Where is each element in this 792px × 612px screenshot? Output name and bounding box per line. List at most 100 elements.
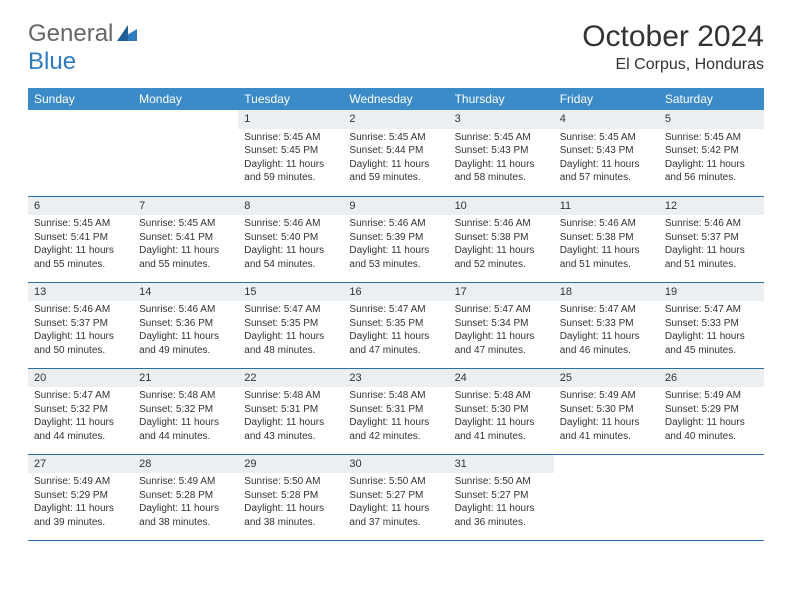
logo-text-general: General: [28, 20, 113, 47]
calendar-day-cell: 10Sunrise: 5:46 AMSunset: 5:38 PMDayligh…: [449, 196, 554, 282]
day-details: Sunrise: 5:49 AMSunset: 5:29 PMDaylight:…: [659, 387, 764, 447]
title-block: October 2024 El Corpus, Honduras: [582, 20, 764, 74]
day-details: Sunrise: 5:47 AMSunset: 5:32 PMDaylight:…: [28, 387, 133, 447]
calendar-day-cell: 17Sunrise: 5:47 AMSunset: 5:34 PMDayligh…: [449, 282, 554, 368]
day-number: 21: [133, 369, 238, 388]
calendar-day-cell: [659, 454, 764, 540]
weekday-header-row: SundayMondayTuesdayWednesdayThursdayFrid…: [28, 88, 764, 110]
day-number: 5: [659, 110, 764, 129]
day-details: Sunrise: 5:46 AMSunset: 5:36 PMDaylight:…: [133, 301, 238, 361]
calendar-week-row: 27Sunrise: 5:49 AMSunset: 5:29 PMDayligh…: [28, 454, 764, 540]
day-number: 23: [343, 369, 448, 388]
day-details: Sunrise: 5:47 AMSunset: 5:33 PMDaylight:…: [659, 301, 764, 361]
calendar-day-cell: 19Sunrise: 5:47 AMSunset: 5:33 PMDayligh…: [659, 282, 764, 368]
day-details: Sunrise: 5:49 AMSunset: 5:28 PMDaylight:…: [133, 473, 238, 533]
day-number: 27: [28, 455, 133, 474]
weekday-header: Sunday: [28, 88, 133, 110]
calendar-day-cell: 8Sunrise: 5:46 AMSunset: 5:40 PMDaylight…: [238, 196, 343, 282]
calendar-day-cell: 7Sunrise: 5:45 AMSunset: 5:41 PMDaylight…: [133, 196, 238, 282]
calendar-day-cell: 6Sunrise: 5:45 AMSunset: 5:41 PMDaylight…: [28, 196, 133, 282]
calendar-day-cell: [554, 454, 659, 540]
day-number: 16: [343, 283, 448, 302]
day-number: 8: [238, 197, 343, 216]
day-details: Sunrise: 5:48 AMSunset: 5:30 PMDaylight:…: [449, 387, 554, 447]
day-number: 9: [343, 197, 448, 216]
day-number: 20: [28, 369, 133, 388]
day-details: Sunrise: 5:45 AMSunset: 5:41 PMDaylight:…: [28, 215, 133, 275]
day-number: 26: [659, 369, 764, 388]
calendar-body: 1Sunrise: 5:45 AMSunset: 5:45 PMDaylight…: [28, 110, 764, 540]
calendar-day-cell: 26Sunrise: 5:49 AMSunset: 5:29 PMDayligh…: [659, 368, 764, 454]
day-number: 29: [238, 455, 343, 474]
weekday-header: Tuesday: [238, 88, 343, 110]
day-number: 31: [449, 455, 554, 474]
calendar-day-cell: 16Sunrise: 5:47 AMSunset: 5:35 PMDayligh…: [343, 282, 448, 368]
day-number: 4: [554, 110, 659, 129]
calendar-day-cell: 13Sunrise: 5:46 AMSunset: 5:37 PMDayligh…: [28, 282, 133, 368]
calendar-week-row: 13Sunrise: 5:46 AMSunset: 5:37 PMDayligh…: [28, 282, 764, 368]
calendar-day-cell: 2Sunrise: 5:45 AMSunset: 5:44 PMDaylight…: [343, 110, 448, 196]
calendar-day-cell: 18Sunrise: 5:47 AMSunset: 5:33 PMDayligh…: [554, 282, 659, 368]
calendar-day-cell: 15Sunrise: 5:47 AMSunset: 5:35 PMDayligh…: [238, 282, 343, 368]
weekday-header: Saturday: [659, 88, 764, 110]
day-details: Sunrise: 5:50 AMSunset: 5:27 PMDaylight:…: [343, 473, 448, 533]
day-number: 7: [133, 197, 238, 216]
day-details: Sunrise: 5:50 AMSunset: 5:28 PMDaylight:…: [238, 473, 343, 533]
day-number: 17: [449, 283, 554, 302]
calendar-day-cell: 25Sunrise: 5:49 AMSunset: 5:30 PMDayligh…: [554, 368, 659, 454]
day-details: Sunrise: 5:46 AMSunset: 5:39 PMDaylight:…: [343, 215, 448, 275]
calendar-day-cell: [28, 110, 133, 196]
day-number: 28: [133, 455, 238, 474]
calendar-day-cell: [133, 110, 238, 196]
weekday-header: Friday: [554, 88, 659, 110]
day-details: Sunrise: 5:45 AMSunset: 5:44 PMDaylight:…: [343, 129, 448, 189]
day-details: Sunrise: 5:47 AMSunset: 5:35 PMDaylight:…: [238, 301, 343, 361]
calendar-day-cell: 27Sunrise: 5:49 AMSunset: 5:29 PMDayligh…: [28, 454, 133, 540]
day-number: 25: [554, 369, 659, 388]
calendar-day-cell: 24Sunrise: 5:48 AMSunset: 5:30 PMDayligh…: [449, 368, 554, 454]
calendar-day-cell: 5Sunrise: 5:45 AMSunset: 5:42 PMDaylight…: [659, 110, 764, 196]
day-details: Sunrise: 5:47 AMSunset: 5:34 PMDaylight:…: [449, 301, 554, 361]
day-details: Sunrise: 5:47 AMSunset: 5:35 PMDaylight:…: [343, 301, 448, 361]
calendar-day-cell: 11Sunrise: 5:46 AMSunset: 5:38 PMDayligh…: [554, 196, 659, 282]
day-details: Sunrise: 5:46 AMSunset: 5:40 PMDaylight:…: [238, 215, 343, 275]
day-details: Sunrise: 5:49 AMSunset: 5:29 PMDaylight:…: [28, 473, 133, 533]
day-number: 3: [449, 110, 554, 129]
calendar-day-cell: 30Sunrise: 5:50 AMSunset: 5:27 PMDayligh…: [343, 454, 448, 540]
day-number: 2: [343, 110, 448, 129]
day-details: Sunrise: 5:48 AMSunset: 5:32 PMDaylight:…: [133, 387, 238, 447]
logo: GeneralBlue: [28, 20, 137, 76]
calendar-week-row: 1Sunrise: 5:45 AMSunset: 5:45 PMDaylight…: [28, 110, 764, 196]
day-number: 1: [238, 110, 343, 129]
calendar-day-cell: 28Sunrise: 5:49 AMSunset: 5:28 PMDayligh…: [133, 454, 238, 540]
day-details: Sunrise: 5:45 AMSunset: 5:43 PMDaylight:…: [554, 129, 659, 189]
calendar-day-cell: 29Sunrise: 5:50 AMSunset: 5:28 PMDayligh…: [238, 454, 343, 540]
day-details: Sunrise: 5:45 AMSunset: 5:42 PMDaylight:…: [659, 129, 764, 189]
calendar-day-cell: 9Sunrise: 5:46 AMSunset: 5:39 PMDaylight…: [343, 196, 448, 282]
day-details: Sunrise: 5:48 AMSunset: 5:31 PMDaylight:…: [343, 387, 448, 447]
day-details: Sunrise: 5:46 AMSunset: 5:37 PMDaylight:…: [659, 215, 764, 275]
day-number: 6: [28, 197, 133, 216]
calendar-day-cell: 31Sunrise: 5:50 AMSunset: 5:27 PMDayligh…: [449, 454, 554, 540]
weekday-header: Monday: [133, 88, 238, 110]
calendar-week-row: 20Sunrise: 5:47 AMSunset: 5:32 PMDayligh…: [28, 368, 764, 454]
calendar-day-cell: 12Sunrise: 5:46 AMSunset: 5:37 PMDayligh…: [659, 196, 764, 282]
day-details: Sunrise: 5:45 AMSunset: 5:41 PMDaylight:…: [133, 215, 238, 275]
calendar-day-cell: 14Sunrise: 5:46 AMSunset: 5:36 PMDayligh…: [133, 282, 238, 368]
location-label: El Corpus, Honduras: [582, 56, 764, 74]
day-details: Sunrise: 5:46 AMSunset: 5:38 PMDaylight:…: [449, 215, 554, 275]
day-number: 12: [659, 197, 764, 216]
day-number: 30: [343, 455, 448, 474]
day-number: 11: [554, 197, 659, 216]
day-details: Sunrise: 5:47 AMSunset: 5:33 PMDaylight:…: [554, 301, 659, 361]
calendar-week-row: 6Sunrise: 5:45 AMSunset: 5:41 PMDaylight…: [28, 196, 764, 282]
day-details: Sunrise: 5:45 AMSunset: 5:43 PMDaylight:…: [449, 129, 554, 189]
calendar-day-cell: 22Sunrise: 5:48 AMSunset: 5:31 PMDayligh…: [238, 368, 343, 454]
calendar-day-cell: 4Sunrise: 5:45 AMSunset: 5:43 PMDaylight…: [554, 110, 659, 196]
day-number: 24: [449, 369, 554, 388]
calendar-day-cell: 20Sunrise: 5:47 AMSunset: 5:32 PMDayligh…: [28, 368, 133, 454]
day-number: 10: [449, 197, 554, 216]
day-details: Sunrise: 5:49 AMSunset: 5:30 PMDaylight:…: [554, 387, 659, 447]
calendar-table: SundayMondayTuesdayWednesdayThursdayFrid…: [28, 88, 764, 541]
header: GeneralBlue October 2024 El Corpus, Hond…: [28, 20, 764, 76]
